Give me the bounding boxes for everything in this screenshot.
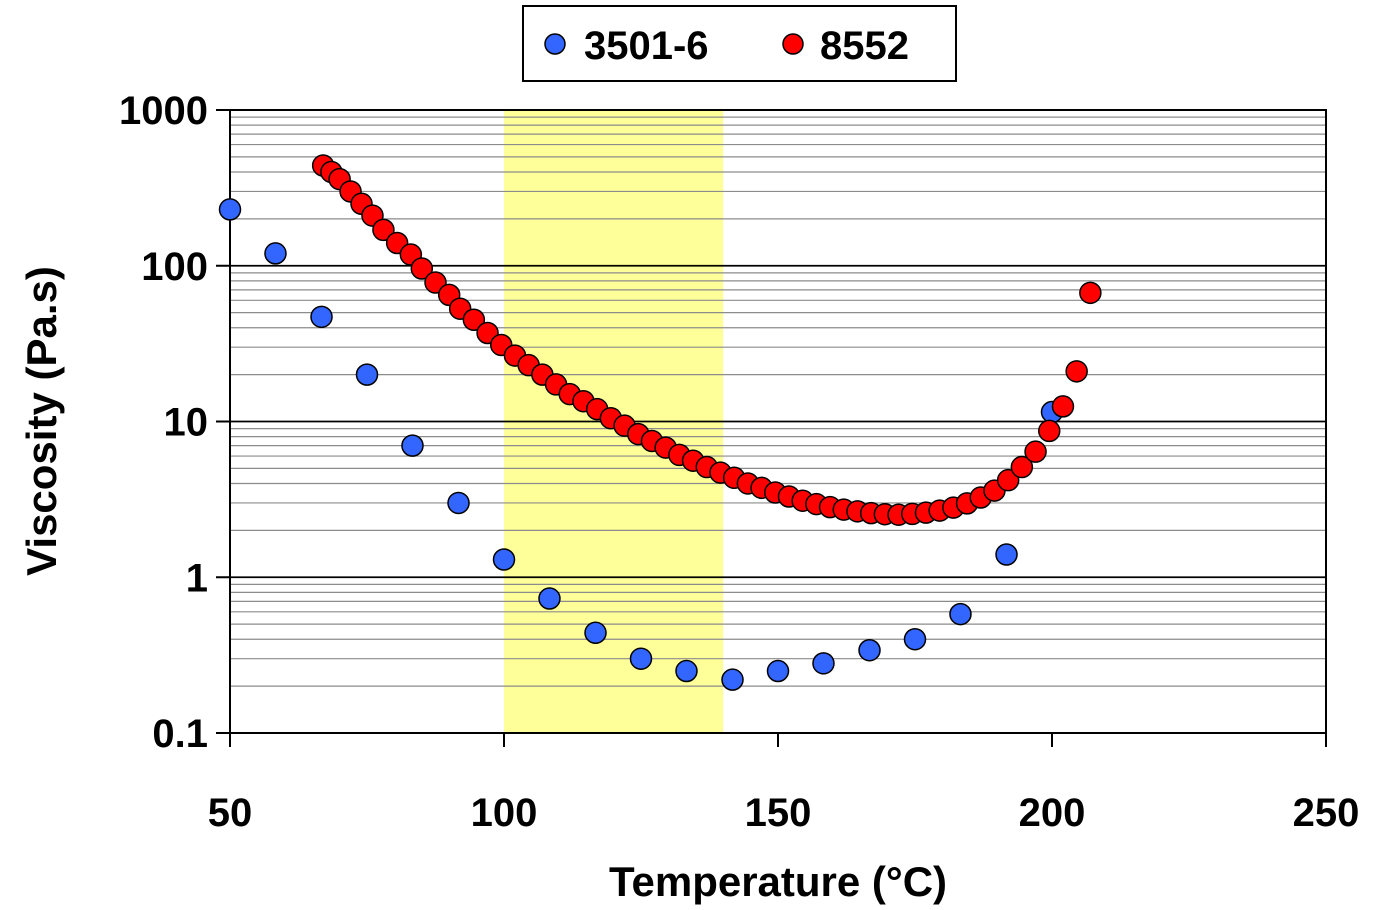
data-point [629,647,653,670]
legend-label-3501-6: 3501-6 [584,24,709,68]
legend-box [522,5,957,82]
data-point [996,468,1020,492]
x-tick-label: 50 [208,791,253,835]
y-axis-title: Viscosity (Pa.s) [18,266,65,576]
series-8552 [311,154,1102,526]
data-point [410,257,434,280]
tick-labels: 0.1 1 10 100 1000 50 100 150 200 250 [119,89,1359,835]
axes-layer [216,109,1327,747]
y-tick-label: 10 [164,401,209,445]
data-point [1079,281,1102,305]
data-point [1010,455,1034,479]
legend-label-8552: 8552 [820,24,909,68]
data-point [1065,360,1088,383]
x-tick-label: 150 [745,791,812,835]
data-point [538,587,561,610]
data-point [584,621,607,645]
data-point [1038,419,1061,443]
data-point [264,242,287,265]
y-tick-label: 1000 [119,89,208,133]
data-point [812,652,835,675]
grid-layer [230,109,1326,687]
data-point [310,305,333,329]
legend-marker-8552 [782,33,804,55]
x-tick-label: 100 [471,791,538,835]
data-point [995,543,1018,566]
data-point [1051,395,1075,418]
x-tick-label: 200 [1019,791,1086,835]
data-point [721,668,744,691]
data-point [462,308,486,332]
series-3501-6 [218,198,1064,691]
x-axis-title: Temperature (°C) [609,858,947,905]
data-point [1024,440,1047,463]
data-point [355,363,379,386]
data-point [218,198,242,221]
data-point [401,434,424,457]
data-point [492,548,516,571]
legend: 3501-6 8552 [522,5,957,82]
data-point [858,638,881,662]
data-point [372,218,395,242]
legend-marker-3501-6 [544,33,566,55]
data-point [903,627,927,651]
data-point [447,491,470,515]
y-tick-label: 1 [186,556,208,600]
x-tick-label: 250 [1293,791,1360,835]
data-point [766,659,790,683]
y-tick-label: 0.1 [152,712,208,756]
y-tick-label: 100 [141,245,208,289]
data-points [218,154,1102,691]
data-point [675,659,698,683]
data-point [949,602,972,626]
